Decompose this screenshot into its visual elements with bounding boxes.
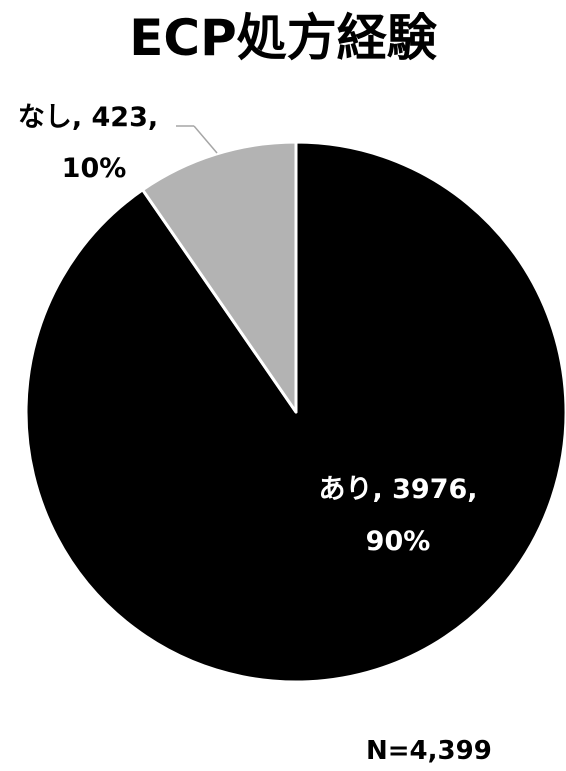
leader-line-nashi: [193, 125, 218, 154]
slice-label-ari-line2: 90%: [366, 526, 431, 557]
sample-size-note: N=4,399: [366, 736, 492, 766]
chart-title: ECP処方経験: [129, 9, 437, 67]
slice-label-nashi-line1: なし, 423,: [18, 102, 158, 133]
slice-label-nashi-line2: 10%: [62, 153, 127, 184]
pie-slices: [24, 140, 566, 684]
slice-label-ari-line1: あり, 3976,: [318, 474, 477, 505]
pie-slice-nashi: [141, 140, 298, 414]
